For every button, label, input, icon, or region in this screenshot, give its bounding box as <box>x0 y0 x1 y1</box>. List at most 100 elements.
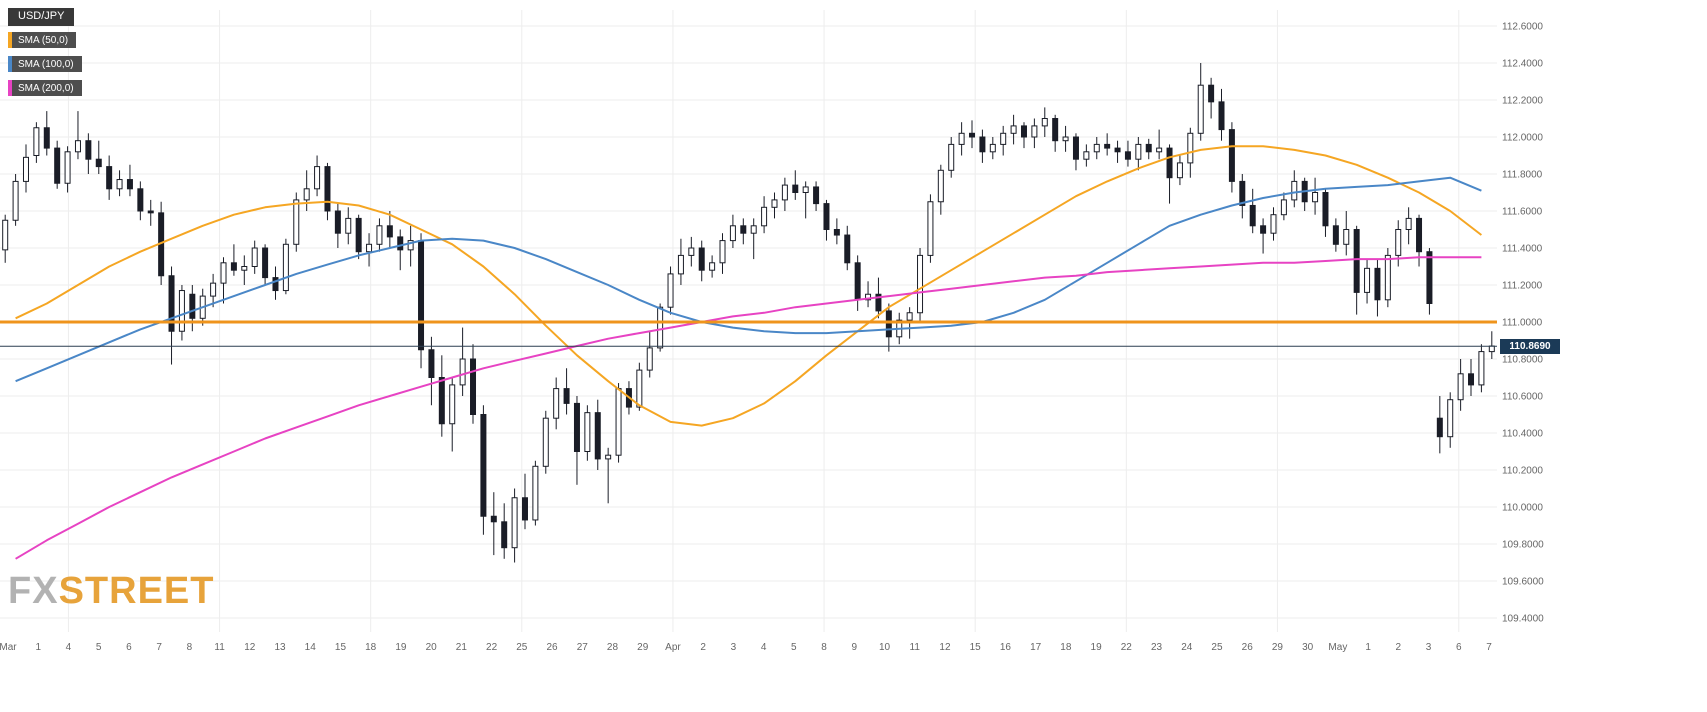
candle-body <box>1384 254 1391 301</box>
candle-body <box>1145 143 1152 153</box>
candle-body <box>802 186 809 193</box>
candle-body <box>366 243 373 253</box>
x-axis-label: 3 <box>731 642 737 653</box>
x-axis-label: 7 <box>1486 642 1492 653</box>
x-axis-label: 24 <box>1181 642 1193 653</box>
candle-body <box>719 240 726 264</box>
sma-line-200 <box>15 256 1482 560</box>
x-axis-label: Apr <box>665 642 681 653</box>
candle-body <box>1395 229 1402 256</box>
sma-line-50 <box>15 145 1483 427</box>
candle-body <box>85 140 92 160</box>
candle-body <box>1364 267 1371 293</box>
candle-body <box>1072 136 1079 160</box>
x-axis-label: 27 <box>577 642 589 653</box>
x-axis-label: 22 <box>1121 642 1133 653</box>
indicator-badge[interactable]: SMA (50,0) <box>8 32 77 48</box>
candle-body <box>168 275 175 332</box>
candle-body <box>1478 351 1485 386</box>
candle-body <box>1083 151 1090 160</box>
y-axis-label: 110.0000 <box>1502 503 1543 514</box>
indicator-badge[interactable]: SMA (200,0) <box>8 80 82 96</box>
candle-body <box>438 377 445 425</box>
y-axis-label: 111.2000 <box>1502 281 1543 292</box>
symbol-badge[interactable]: USD/JPY <box>8 8 75 26</box>
candle-body <box>1280 199 1287 216</box>
y-axis-label: 111.4000 <box>1502 244 1543 255</box>
candle-body <box>698 247 705 271</box>
x-axis-label: 5 <box>791 642 797 653</box>
y-axis-label: 109.4000 <box>1502 614 1544 625</box>
candle-body <box>969 132 976 138</box>
indicator-badge[interactable]: SMA (100,0) <box>8 56 82 72</box>
indicator-label: SMA (200,0) <box>18 82 74 94</box>
x-axis-label: 19 <box>1091 642 1103 653</box>
candle-body <box>355 217 362 253</box>
candle-body <box>95 158 102 168</box>
candle-body <box>1093 143 1100 153</box>
x-axis-label: 17 <box>1030 642 1042 653</box>
x-axis-label: 20 <box>426 642 438 653</box>
candle-body <box>553 388 560 419</box>
x-axis-label: 1 <box>35 642 41 653</box>
candle-body <box>1104 143 1111 149</box>
x-axis-label: 26 <box>1242 642 1254 653</box>
candle-body <box>532 465 539 521</box>
candle-body <box>33 127 40 156</box>
candle-body <box>1343 229 1350 245</box>
candle-body <box>1416 217 1423 253</box>
candle-body <box>126 179 133 190</box>
y-axis-label: 110.2000 <box>1502 466 1543 477</box>
y-axis-label: 110.8000 <box>1502 355 1543 366</box>
candle-body <box>1156 147 1163 153</box>
x-axis-label: 18 <box>365 642 377 653</box>
candle-body <box>418 240 425 351</box>
x-axis-label: 18 <box>1060 642 1072 653</box>
candle-body <box>22 156 29 182</box>
x-axis-label: 6 <box>126 642 132 653</box>
candle-body <box>875 293 882 312</box>
x-axis-label: 1 <box>1365 642 1371 653</box>
candle-body <box>43 127 50 149</box>
candle-body <box>459 358 466 386</box>
y-axis-label: 112.0000 <box>1502 133 1543 144</box>
candle-body <box>1010 125 1017 134</box>
candle-body <box>761 206 768 227</box>
watermark-fx: FX <box>8 570 59 612</box>
candle-body <box>1322 192 1329 227</box>
candle-body <box>865 293 872 301</box>
candle-body <box>345 217 352 234</box>
y-axis-label: 109.6000 <box>1502 577 1544 588</box>
candle-body <box>1312 192 1319 203</box>
candle-body <box>605 454 612 460</box>
candle-body <box>636 369 643 408</box>
candle-body <box>542 417 549 467</box>
candle-body <box>1405 217 1412 230</box>
candle-body <box>709 262 716 271</box>
candle-body <box>386 225 393 238</box>
candle-body <box>615 388 622 456</box>
x-axis-label: 7 <box>156 642 162 653</box>
candle-body <box>948 143 955 171</box>
candle-body <box>823 203 830 231</box>
candle-body <box>64 151 71 184</box>
candle-body <box>1166 147 1173 179</box>
x-axis-label: May <box>1328 642 1347 653</box>
candle-body <box>1436 417 1443 438</box>
x-axis-label: 15 <box>970 642 982 653</box>
candle-body <box>282 243 289 292</box>
x-axis-label: 21 <box>456 642 468 653</box>
candle-body <box>833 229 840 236</box>
candle-body <box>781 184 788 201</box>
candle-body <box>1135 143 1142 160</box>
candle-body <box>293 199 300 245</box>
candle-body <box>1197 84 1204 134</box>
candle-body <box>220 262 227 284</box>
candle-body <box>241 266 248 271</box>
x-axis-label: 30 <box>1302 642 1314 653</box>
y-axis-label: 111.6000 <box>1502 207 1543 218</box>
candle-body <box>1457 373 1464 401</box>
candle-body <box>501 521 508 549</box>
candle-body <box>1187 132 1194 164</box>
